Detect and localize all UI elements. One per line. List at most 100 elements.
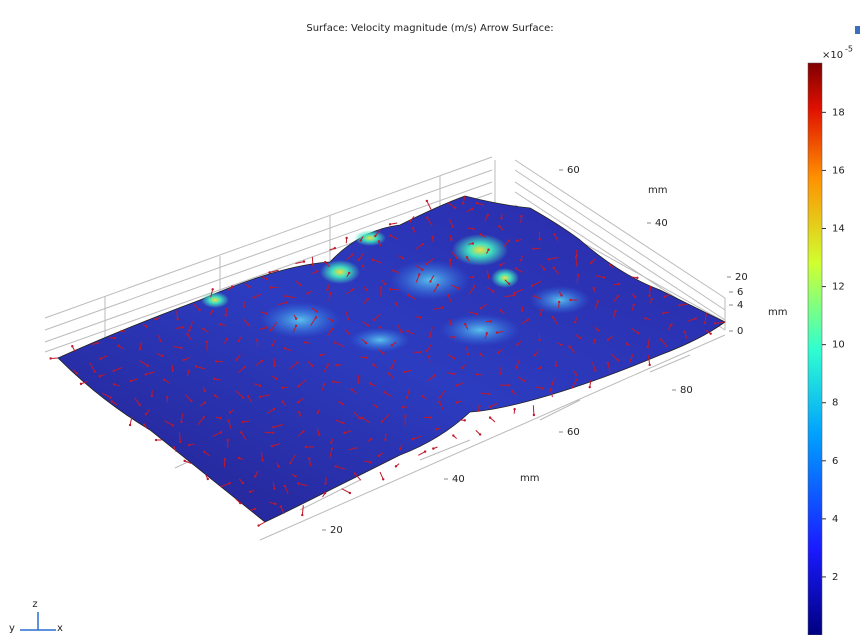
arrow-head [143,423,145,425]
arrow-head [145,413,147,415]
arrow-head [453,336,455,338]
axis-tick-label: 4 [737,300,743,311]
arrow-head [145,373,147,375]
arrow-head [238,340,240,342]
axis-tick-label: 6 [737,287,743,298]
arrow-head [211,288,213,290]
arrow-head [271,344,273,346]
arrow-head [428,335,430,337]
arrow-head [280,505,282,507]
arrow-head [145,325,147,327]
arrow-head [228,420,230,422]
arrow-head [298,385,300,387]
arrow-head [592,287,594,289]
arrow-head [391,344,393,346]
triad [20,612,56,630]
arrow-head [295,317,297,319]
arrow-head [304,341,306,343]
colorbar-tick-label: 10 [832,340,845,351]
arrow-head [597,329,599,331]
arrow-head [242,482,244,484]
arrow-head [575,379,577,381]
arrow-head [511,390,513,392]
arrow-head [265,278,267,280]
arrow-head [238,457,240,459]
arrow-head [426,200,428,202]
arrow-head [247,324,249,326]
arrow-head [579,337,581,339]
arrow-head [253,296,255,298]
arrow-head [404,415,406,417]
arrow-head [558,301,560,303]
arrow-head [472,276,474,278]
arrow-head [179,441,181,443]
arrow-head [626,343,628,345]
arrow-head [271,445,273,447]
arrow-head [96,342,98,344]
arrow-head [323,383,325,385]
arrow-head [400,331,402,333]
arrow-head [438,396,440,398]
arrow-head [242,396,244,398]
arrow-head [382,478,384,480]
arrow-head [220,431,222,433]
arrow-head [402,257,404,259]
arrow-head [372,258,374,260]
arrow-head [226,338,228,340]
colorbar-tick-label: 12 [832,282,845,293]
arrow-head [203,451,205,453]
arrow-head [392,269,394,271]
arrow-head [311,365,313,367]
arrow-head [114,337,116,339]
arrow-head [273,487,275,489]
triad-label: x [57,623,63,634]
arrow-head [155,439,157,441]
arrow-head [488,276,490,278]
arrow [302,505,303,515]
arrow-head [247,395,249,397]
axis-tick-label: 40 [452,474,465,485]
arrow-head [457,287,459,289]
colorbar-tick-label: 8 [832,398,838,409]
arrow-head [380,286,382,288]
axis-tick-label: 20 [735,272,748,283]
arrow-head [489,416,491,418]
arrow-head [282,400,284,402]
arrow-head [334,247,336,249]
arrow-head [389,223,391,225]
arrow-head [330,441,332,443]
arrow-head [219,323,221,325]
arrow-head [298,411,300,413]
arrow-head [450,323,452,325]
arrow-head [99,357,101,359]
colorbar-tick-label: 18 [832,107,845,118]
arrow-head [331,448,333,450]
arrow-head [389,288,391,290]
arrow-head [284,295,286,297]
arrow-head [389,234,391,236]
arrow-head [374,235,376,237]
arrow-head [500,309,502,311]
arrow-head [180,421,182,423]
arrow-head [452,373,454,375]
arrow-head [348,272,350,274]
arrow-head [249,491,251,493]
arrow-head [289,462,291,464]
arrow-head [214,394,216,396]
arrow-head [318,433,320,435]
arrow-head [198,309,200,311]
arrow-head [471,208,473,210]
arrow-head [130,380,132,382]
arrow-head [660,338,662,340]
arrow-head [324,261,326,263]
arrow-head [515,267,517,269]
arrow-head [497,351,499,353]
arrow-head [428,355,430,357]
arrow-head [326,289,328,291]
arrow-head [500,217,502,219]
arrow-head [285,301,287,303]
arrow-head [354,472,356,474]
arrow-head [462,202,464,204]
arrow-head [173,446,175,448]
arrow-head [456,257,458,259]
